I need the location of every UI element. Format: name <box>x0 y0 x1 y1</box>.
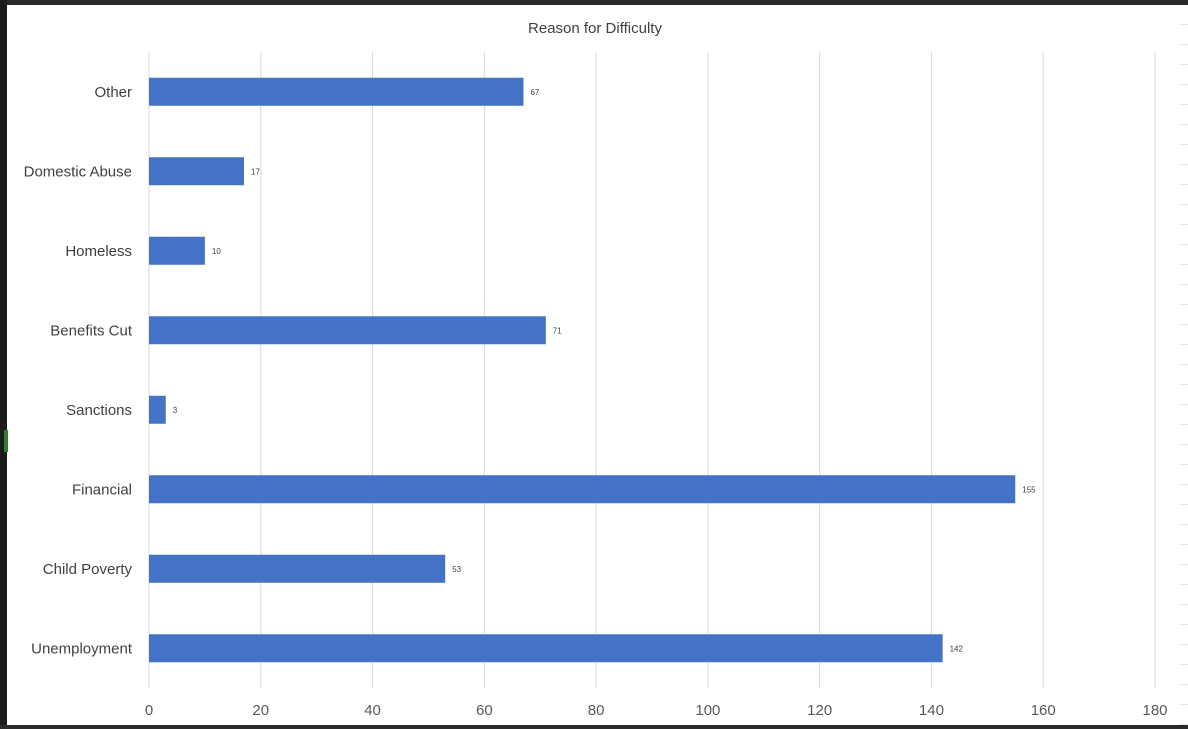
window-bottom-edge <box>0 725 1188 729</box>
x-tick-label: 0 <box>145 702 153 719</box>
selection-marker <box>4 430 8 452</box>
x-tick-label: 20 <box>252 702 269 719</box>
data-labels: 142 53 155 3 71 10 17 67 <box>173 88 1036 654</box>
x-tick-label: 180 <box>1142 702 1167 719</box>
category-labels: Unemployment Child Poverty Financial Sancti… <box>24 84 133 658</box>
data-label: 17 <box>251 167 260 176</box>
category-label: Benefits Cut <box>50 322 133 339</box>
category-label: Domestic Abuse <box>24 163 132 180</box>
category-label: Financial <box>72 481 132 498</box>
window-top-edge <box>0 0 1188 5</box>
category-label: Homeless <box>65 243 132 260</box>
window-left-edge <box>0 0 7 729</box>
data-label: 3 <box>173 406 178 415</box>
chart-title: Reason for Difficulty <box>528 20 662 37</box>
x-tick-label: 100 <box>695 702 720 719</box>
x-tick-label: 120 <box>807 702 832 719</box>
bar <box>149 316 546 345</box>
x-tick-label: 40 <box>364 702 381 719</box>
category-label: Child Poverty <box>43 561 133 578</box>
data-label: 142 <box>950 644 964 653</box>
x-tick-label: 160 <box>1031 702 1056 719</box>
category-label: Other <box>94 84 132 101</box>
bar <box>149 157 245 186</box>
bars <box>149 77 1016 663</box>
data-label: 155 <box>1022 485 1036 494</box>
x-tick-labels: 0 20 40 60 80 100 120 140 160 180 <box>145 702 1168 719</box>
x-tick-label: 60 <box>476 702 493 719</box>
bar <box>149 475 1016 504</box>
data-label: 10 <box>212 247 221 256</box>
x-tick-label: 80 <box>588 702 605 719</box>
bar <box>149 395 166 424</box>
bar <box>149 236 205 265</box>
category-label: Sanctions <box>66 402 132 419</box>
bar <box>149 77 524 106</box>
bar <box>149 634 943 663</box>
x-tick-label: 140 <box>919 702 944 719</box>
data-label: 67 <box>530 88 539 97</box>
sheet-row-lines <box>1180 5 1188 725</box>
data-label: 71 <box>553 326 562 335</box>
category-label: Unemployment <box>31 640 133 657</box>
gridlines <box>148 52 1156 688</box>
data-label: 53 <box>452 565 461 574</box>
bar <box>149 554 446 583</box>
